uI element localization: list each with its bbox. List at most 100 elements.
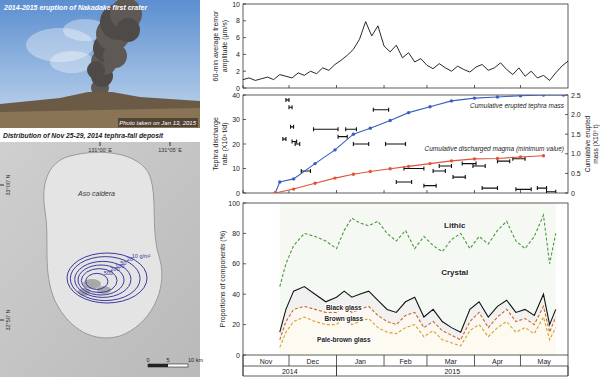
scale-label: 10 km <box>188 357 203 363</box>
y-tick <box>243 37 246 38</box>
y-tick-label: 20 <box>232 321 240 328</box>
axis-row-edge <box>243 355 244 376</box>
map-body <box>0 142 200 377</box>
line-marker <box>562 95 565 97</box>
y-tick-label: 30 <box>232 116 240 123</box>
series-label: Cumulative discharged magma (minimum val… <box>425 145 564 153</box>
caldera <box>44 152 162 338</box>
year-label: 2015 <box>444 368 460 375</box>
axis-title-line: mass (X10⁶ t) <box>592 124 600 164</box>
y-tick-label: 10 <box>232 1 240 8</box>
y2-tick-label: 0.5 <box>571 170 581 177</box>
plot-frame <box>243 203 568 355</box>
y-tick <box>243 71 246 72</box>
y-tick <box>243 355 246 356</box>
photo-ground <box>0 108 200 128</box>
line-marker <box>333 148 336 151</box>
x-tick <box>520 190 521 193</box>
discharge-interval <box>286 98 289 102</box>
line-marker <box>519 155 522 158</box>
x-tick <box>384 85 385 88</box>
y2-tick <box>565 153 568 154</box>
series-label: Cumulative erupted tephra mass <box>470 102 565 110</box>
line-marker <box>496 95 499 98</box>
x-tick <box>384 355 385 366</box>
line-marker <box>542 154 545 157</box>
scale-label: 5 <box>166 357 169 363</box>
plot-marks <box>243 22 568 81</box>
discharge-interval <box>292 140 297 144</box>
line-marker <box>428 162 431 165</box>
isopach-label: 500 <box>104 270 113 276</box>
x-tick-label: Jan <box>355 358 366 365</box>
component-label: Brown glass <box>324 315 363 323</box>
lon-tick <box>100 142 101 146</box>
line-marker <box>428 105 431 108</box>
y-tick <box>243 4 246 5</box>
y-tick <box>243 119 246 120</box>
line-marker <box>473 157 476 160</box>
lon-label: 131°05' E <box>158 147 182 153</box>
discharge-interval <box>497 159 509 163</box>
component-label: Black glass <box>326 304 362 312</box>
y-tick <box>243 263 246 264</box>
discharge-interval <box>547 190 556 193</box>
stacked-area <box>280 203 556 287</box>
y-tick-label: 0 <box>236 85 240 92</box>
x-tick <box>426 190 427 193</box>
line-marker <box>292 177 295 180</box>
x-tick <box>474 190 475 193</box>
y2-tick <box>565 95 568 96</box>
axis-row-line <box>243 376 568 377</box>
photo-plume <box>87 61 105 79</box>
axis-title: Cumulative eruptedmass (X10⁶ t) <box>584 115 600 172</box>
x-tick <box>520 355 521 366</box>
line-marker <box>369 170 372 173</box>
y2-tick-label: 1.0 <box>571 150 581 157</box>
axis-title-line: 60-min average tremor <box>212 10 220 81</box>
y-tick-label: 40 <box>232 291 240 298</box>
photo: 2014-2015 eruption of Nakadake first cra… <box>0 0 200 128</box>
photo-caption: Photo taken on Jan 13, 2015 <box>119 120 196 126</box>
scale-bar-half <box>148 364 168 367</box>
line-marker <box>450 99 453 102</box>
y2-tick <box>565 134 568 135</box>
y2-tick-label: 2.0 <box>571 111 581 118</box>
plot-marks <box>273 95 565 193</box>
line-marker <box>292 187 295 190</box>
series-label-line: Cumulative discharged magma (minimum val… <box>425 145 564 153</box>
discharge-interval <box>439 164 451 168</box>
y-tick-label: 40 <box>232 92 240 99</box>
scale-bar <box>148 364 188 367</box>
plot-marks <box>280 203 556 355</box>
map-bg <box>0 142 200 377</box>
y-tick-label: 20 <box>232 141 240 148</box>
discharge-interval <box>396 180 411 184</box>
line-series <box>275 95 563 193</box>
figure: 2014-2015 eruption of Nakadake first cra… <box>0 0 600 377</box>
year-label: 2014 <box>282 368 298 375</box>
line-marker <box>407 165 410 168</box>
photo-plume <box>103 44 127 68</box>
y-tick-label: 0 <box>236 190 240 197</box>
line-marker <box>369 127 372 130</box>
y-tick <box>243 324 246 325</box>
y2-tick <box>565 173 568 174</box>
axis-title-line: rate (X10³ t/d) <box>221 122 229 165</box>
discharge-interval <box>346 127 357 131</box>
isopach <box>67 253 147 303</box>
axis-row-edge <box>568 355 569 376</box>
discharge-interval <box>424 184 436 188</box>
y-tick-label: 100 <box>228 200 240 207</box>
discharge-interval <box>433 169 445 173</box>
lat-tick <box>0 320 4 321</box>
y-tick-label: 4 <box>236 51 240 58</box>
photo-mountain <box>0 92 200 128</box>
y-tick <box>243 54 246 55</box>
line-marker <box>450 159 453 162</box>
discharge-interval <box>386 142 406 146</box>
line-marker <box>496 157 499 160</box>
x-tick <box>520 85 521 88</box>
discharge-interval <box>516 187 531 191</box>
x-tick <box>243 85 244 88</box>
